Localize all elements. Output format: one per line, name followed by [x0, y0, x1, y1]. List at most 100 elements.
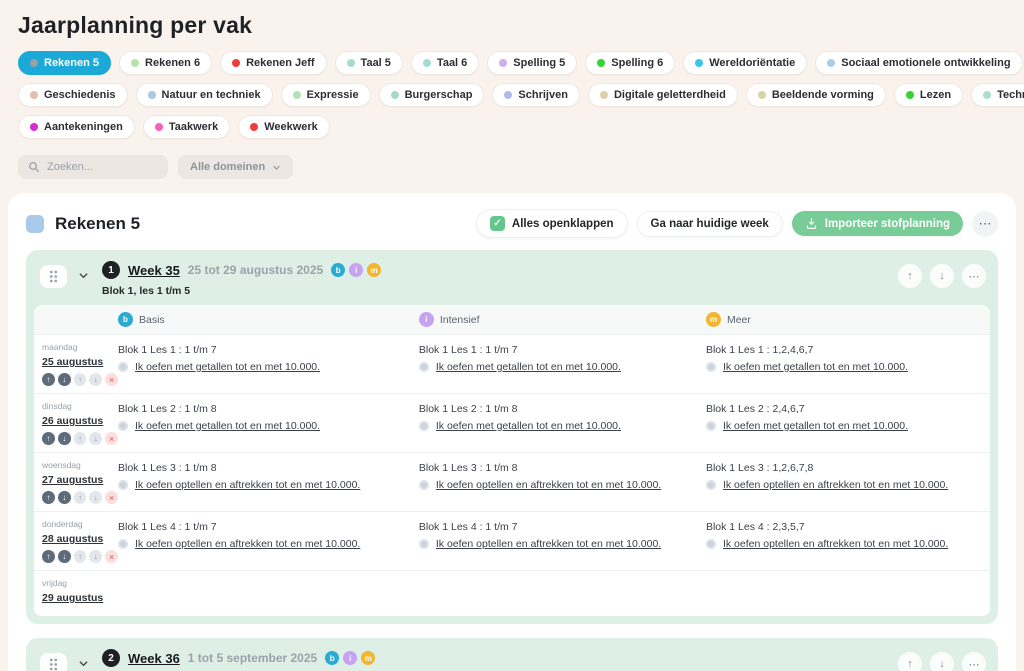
shift-up-button[interactable]: ↑	[73, 550, 87, 563]
week-move-up-button[interactable]: ↑	[898, 264, 922, 288]
goal-link[interactable]: Ik oefen optellen en aftrekken tot en me…	[135, 538, 361, 550]
goal-status-dot[interactable]	[118, 539, 128, 549]
search-box[interactable]	[18, 155, 168, 179]
collapse-week-chevron-icon[interactable]	[78, 270, 89, 281]
lesson-title: Blok 1 Les 3 : 1,2,6,7,8	[705, 462, 814, 474]
subject-chip-natuur-en-techniek[interactable]: Natuur en techniek	[135, 83, 273, 107]
move-row-up-button[interactable]: ↑	[42, 373, 55, 386]
goal-status-dot[interactable]	[705, 421, 716, 431]
shift-down-button[interactable]: ↓	[89, 432, 103, 445]
subject-filter-row-3: Aantekeningen Taakwerk Weekwerk	[18, 115, 1008, 139]
subject-chip-taal-5[interactable]: Taal 5	[334, 51, 403, 75]
move-row-up-button[interactable]: ↑	[42, 432, 55, 445]
shift-down-button[interactable]: ↓	[89, 373, 103, 386]
goal-link[interactable]: Ik oefen met getallen tot en met 10.000.	[722, 361, 908, 373]
subject-chip-aantekeningen[interactable]: Aantekeningen	[18, 115, 135, 139]
subject-chip-weekwerk[interactable]: Weekwerk	[238, 115, 330, 139]
goal-link[interactable]: Ik oefen met getallen tot en met 10.000.	[435, 361, 621, 373]
goal-status-dot[interactable]	[418, 362, 429, 372]
goal-status-dot[interactable]	[118, 362, 128, 372]
subject-chip-rekenen-5[interactable]: Rekenen 5	[18, 51, 112, 75]
goal-link[interactable]: Ik oefen optellen en aftrekken tot en me…	[435, 538, 662, 550]
lesson-title: Blok 1 Les 1 : 1 t/m 7	[418, 344, 518, 356]
subject-chip-beeldende-vorming[interactable]: Beeldende vorming	[745, 83, 886, 107]
subject-chip-rekenen-6[interactable]: Rekenen 6	[119, 51, 213, 75]
subject-chip-sociaal-emotionele-ontwikkeling[interactable]: Sociaal emotionele ontwikkeling	[815, 51, 1023, 75]
goal-status-dot[interactable]	[705, 480, 716, 490]
week-move-down-button[interactable]: ↓	[930, 264, 954, 288]
goal-link[interactable]: Ik oefen optellen en aftrekken tot en me…	[435, 479, 662, 491]
subject-chip-digitale-geletterdheid[interactable]: Digitale geletterdheid	[587, 83, 738, 107]
move-row-down-button[interactable]: ↓	[57, 373, 71, 386]
goal-link[interactable]: Ik oefen optellen en aftrekken tot en me…	[135, 479, 361, 491]
lesson-title: Blok 1 Les 2 : 1 t/m 8	[118, 403, 217, 415]
goal-status-dot[interactable]	[418, 539, 429, 549]
shift-up-button[interactable]: ↑	[73, 432, 87, 445]
week-table: b Basis i Intensief m Meer maandag 25 au…	[34, 305, 990, 616]
day-date-link[interactable]: 27 augustus	[42, 474, 104, 486]
clear-day-button[interactable]: ×	[105, 432, 118, 445]
subject-chip-lezen[interactable]: Lezen	[893, 83, 964, 107]
goal-status-dot[interactable]	[418, 421, 429, 431]
subject-chip-wereldorientatie[interactable]: Wereldoriëntatie	[683, 51, 808, 75]
search-input[interactable]	[47, 161, 158, 173]
drag-handle-icon[interactable]	[40, 653, 67, 671]
subject-chip-taakwerk[interactable]: Taakwerk	[142, 115, 231, 139]
week-name-link[interactable]: Week 35	[128, 262, 180, 278]
subject-color-dot	[597, 59, 606, 67]
shift-up-button[interactable]: ↑	[73, 373, 87, 386]
goal-link[interactable]: Ik oefen met getallen tot en met 10.000.	[135, 420, 321, 432]
goal-link[interactable]: Ik oefen optellen en aftrekken tot en me…	[722, 538, 949, 550]
day-date-link[interactable]: 28 augustus	[42, 533, 104, 545]
subject-chip-technisch-lezen[interactable]: Technisch lezen	[971, 83, 1024, 107]
subject-chip-expressie[interactable]: Expressie	[280, 83, 371, 107]
day-cell: dinsdag 26 augustus ↑ ↓ ↑ ↓ ×	[42, 401, 118, 445]
clear-day-button[interactable]: ×	[105, 550, 118, 563]
day-date-link[interactable]: 29 augustus	[42, 592, 104, 604]
week-name-link[interactable]: Week 36	[128, 650, 180, 666]
collapse-week-chevron-icon[interactable]	[78, 658, 89, 669]
expand-all-toggle[interactable]: ✓ Alles openklappen	[475, 209, 628, 238]
day-name: maandag	[42, 342, 78, 352]
week-date-range: 25 tot 29 augustus 2025	[187, 263, 324, 277]
card-more-options-button[interactable]: ⋯	[972, 210, 998, 237]
clear-day-button[interactable]: ×	[105, 491, 118, 504]
subject-chip-taal-6[interactable]: Taal 6	[410, 51, 480, 75]
week-move-up-button[interactable]: ↑	[898, 652, 922, 671]
goal-link[interactable]: Ik oefen met getallen tot en met 10.000.	[722, 420, 908, 432]
subject-color-dot	[757, 91, 766, 99]
goal-status-dot[interactable]	[118, 421, 128, 431]
week-more-options-button[interactable]: ⋯	[962, 652, 986, 671]
move-row-up-button[interactable]: ↑	[42, 550, 55, 563]
clear-day-button[interactable]: ×	[105, 373, 118, 386]
move-row-up-button[interactable]: ↑	[42, 491, 55, 504]
move-row-down-button[interactable]: ↓	[57, 491, 71, 504]
goal-status-dot[interactable]	[705, 539, 716, 549]
go-to-current-week-button[interactable]: Ga naar huidige week	[636, 210, 783, 237]
intensief-badge: i	[418, 312, 434, 327]
goal-link[interactable]: Ik oefen met getallen tot en met 10.000.	[435, 420, 621, 432]
subject-chip-rekenen-jeff[interactable]: Rekenen Jeff	[220, 51, 327, 75]
goal-status-dot[interactable]	[418, 480, 429, 490]
day-date-link[interactable]: 25 augustus	[42, 356, 104, 368]
drag-handle-icon[interactable]	[40, 265, 67, 288]
import-stofplanning-button[interactable]: Importeer stofplanning	[791, 211, 963, 236]
week-move-down-button[interactable]: ↓	[930, 652, 954, 671]
subject-chip-burgerschap[interactable]: Burgerschap	[378, 83, 485, 107]
subject-chip-schrijven[interactable]: Schrijven	[492, 83, 580, 107]
move-row-down-button[interactable]: ↓	[57, 550, 71, 563]
goal-status-dot[interactable]	[705, 362, 716, 372]
move-row-down-button[interactable]: ↓	[57, 432, 71, 445]
day-date-link[interactable]: 26 augustus	[42, 415, 104, 427]
shift-down-button[interactable]: ↓	[89, 491, 103, 504]
subject-chip-spelling-6[interactable]: Spelling 6	[585, 51, 676, 75]
shift-up-button[interactable]: ↑	[73, 491, 87, 504]
goal-link[interactable]: Ik oefen met getallen tot en met 10.000.	[135, 361, 321, 373]
subject-chip-geschiedenis[interactable]: Geschiedenis	[18, 83, 128, 107]
goal-link[interactable]: Ik oefen optellen en aftrekken tot en me…	[722, 479, 949, 491]
domain-filter-dropdown[interactable]: Alle domeinen	[178, 155, 294, 179]
goal-status-dot[interactable]	[118, 480, 128, 490]
week-more-options-button[interactable]: ⋯	[962, 264, 986, 288]
subject-chip-spelling-5[interactable]: Spelling 5	[487, 51, 578, 75]
shift-down-button[interactable]: ↓	[89, 550, 103, 563]
